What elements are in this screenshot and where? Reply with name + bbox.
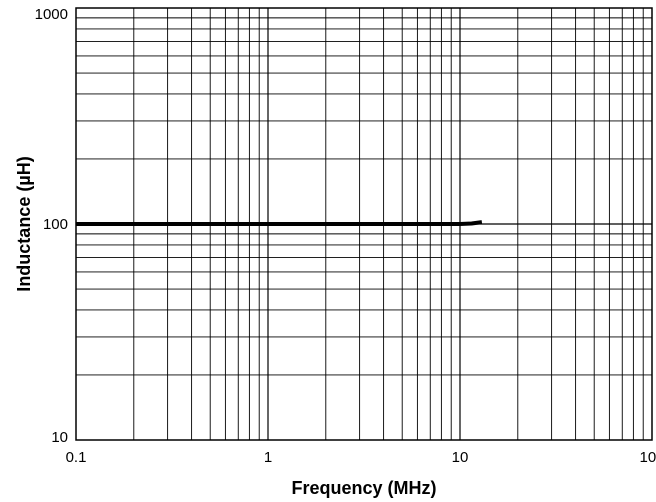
y-tick-label: 10 — [51, 429, 68, 446]
y-tick-labels: 10 100 1000 — [35, 6, 68, 446]
x-tick-label: 1 — [264, 449, 272, 466]
x-tick-label: 10 — [452, 449, 469, 466]
x-tick-label: 100 — [639, 449, 656, 466]
x-axis-title: Frequency (MHz) — [291, 478, 436, 498]
x-tick-labels: 0.1 1 10 100 — [66, 449, 656, 466]
y-tick-label: 100 — [43, 216, 68, 233]
y-tick-label: 1000 — [35, 6, 68, 23]
series-line-0 — [76, 220, 483, 226]
plot-frame — [75, 7, 653, 441]
x-tick-label: 0.1 — [66, 449, 87, 466]
y-axis-title: Inductance (µH) — [14, 156, 34, 291]
series-layer — [76, 220, 483, 226]
